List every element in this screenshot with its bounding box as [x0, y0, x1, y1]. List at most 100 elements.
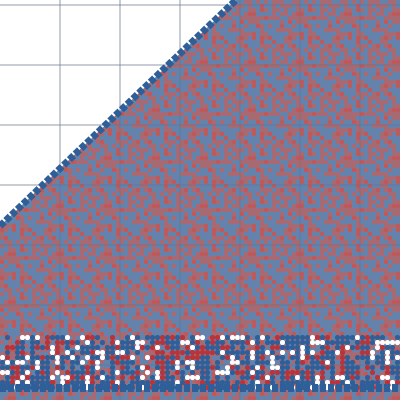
dot — [224, 379, 231, 386]
dot — [199, 344, 206, 351]
dot — [29, 364, 36, 371]
dot — [124, 334, 131, 341]
dot — [19, 334, 26, 341]
dot — [299, 379, 306, 386]
dot — [264, 334, 271, 341]
dot — [374, 344, 381, 351]
dot — [224, 354, 231, 361]
dot — [84, 369, 91, 376]
dot — [109, 344, 116, 351]
dot — [14, 349, 21, 356]
dot — [384, 349, 391, 356]
dot — [49, 334, 56, 341]
dot — [289, 379, 296, 386]
dot — [184, 379, 191, 386]
dot — [384, 359, 391, 366]
dot — [14, 359, 21, 366]
dot — [179, 339, 186, 346]
dot — [99, 374, 106, 381]
dot — [369, 334, 376, 341]
dot — [199, 374, 206, 381]
dot — [244, 339, 251, 346]
bottom-band — [0, 334, 400, 391]
dot — [29, 374, 36, 381]
dot — [389, 354, 396, 361]
dot — [239, 334, 246, 341]
dot — [49, 344, 56, 351]
dot — [89, 334, 96, 341]
dot — [4, 359, 11, 366]
dot — [294, 344, 301, 351]
dot — [184, 354, 191, 361]
dot — [294, 349, 301, 356]
dot — [129, 354, 136, 361]
dot — [109, 359, 116, 366]
dot — [214, 359, 221, 366]
dot — [84, 334, 91, 341]
dot — [149, 334, 156, 341]
dot — [194, 334, 201, 341]
dot — [384, 364, 391, 371]
dot — [259, 344, 266, 351]
dot — [159, 334, 166, 341]
dot — [94, 349, 101, 356]
dot — [364, 344, 371, 351]
dot — [54, 344, 61, 351]
dot — [354, 354, 361, 361]
dot — [184, 344, 191, 351]
dot — [374, 359, 381, 366]
dot — [49, 354, 56, 361]
dot — [259, 354, 266, 361]
dot — [79, 379, 86, 386]
dot — [64, 344, 71, 351]
dot — [154, 349, 161, 356]
dot — [369, 379, 376, 386]
dot — [249, 374, 256, 381]
dot — [0, 364, 6, 371]
dot — [239, 344, 246, 351]
dot — [129, 374, 136, 381]
dot — [189, 334, 196, 341]
dot — [284, 369, 291, 376]
dot — [69, 339, 76, 346]
dot — [284, 359, 291, 366]
dot — [199, 379, 206, 386]
dot — [289, 334, 296, 341]
dot — [324, 354, 331, 361]
dot — [204, 359, 211, 366]
dot — [384, 369, 391, 376]
dot — [374, 374, 381, 381]
dot — [394, 349, 400, 356]
dot — [69, 359, 76, 366]
dot — [309, 354, 316, 361]
dot — [189, 364, 196, 371]
dot — [249, 369, 256, 376]
dot — [14, 379, 21, 386]
dot — [174, 334, 181, 341]
dot — [359, 379, 366, 386]
dot — [164, 379, 171, 386]
dot — [134, 364, 141, 371]
dot — [244, 354, 251, 361]
dot — [69, 369, 76, 376]
dot — [4, 349, 11, 356]
dot — [204, 374, 211, 381]
dot — [359, 349, 366, 356]
dot — [44, 334, 51, 341]
dot — [4, 374, 11, 381]
dot — [159, 354, 166, 361]
dot — [334, 374, 341, 381]
dot — [139, 344, 146, 351]
dot — [339, 379, 346, 386]
dot — [9, 374, 16, 381]
dot — [319, 374, 326, 381]
dot — [359, 339, 366, 346]
dot — [279, 369, 286, 376]
dot — [89, 374, 96, 381]
dot — [394, 379, 400, 386]
dot — [134, 379, 141, 386]
dot — [254, 364, 261, 371]
dot — [274, 344, 281, 351]
